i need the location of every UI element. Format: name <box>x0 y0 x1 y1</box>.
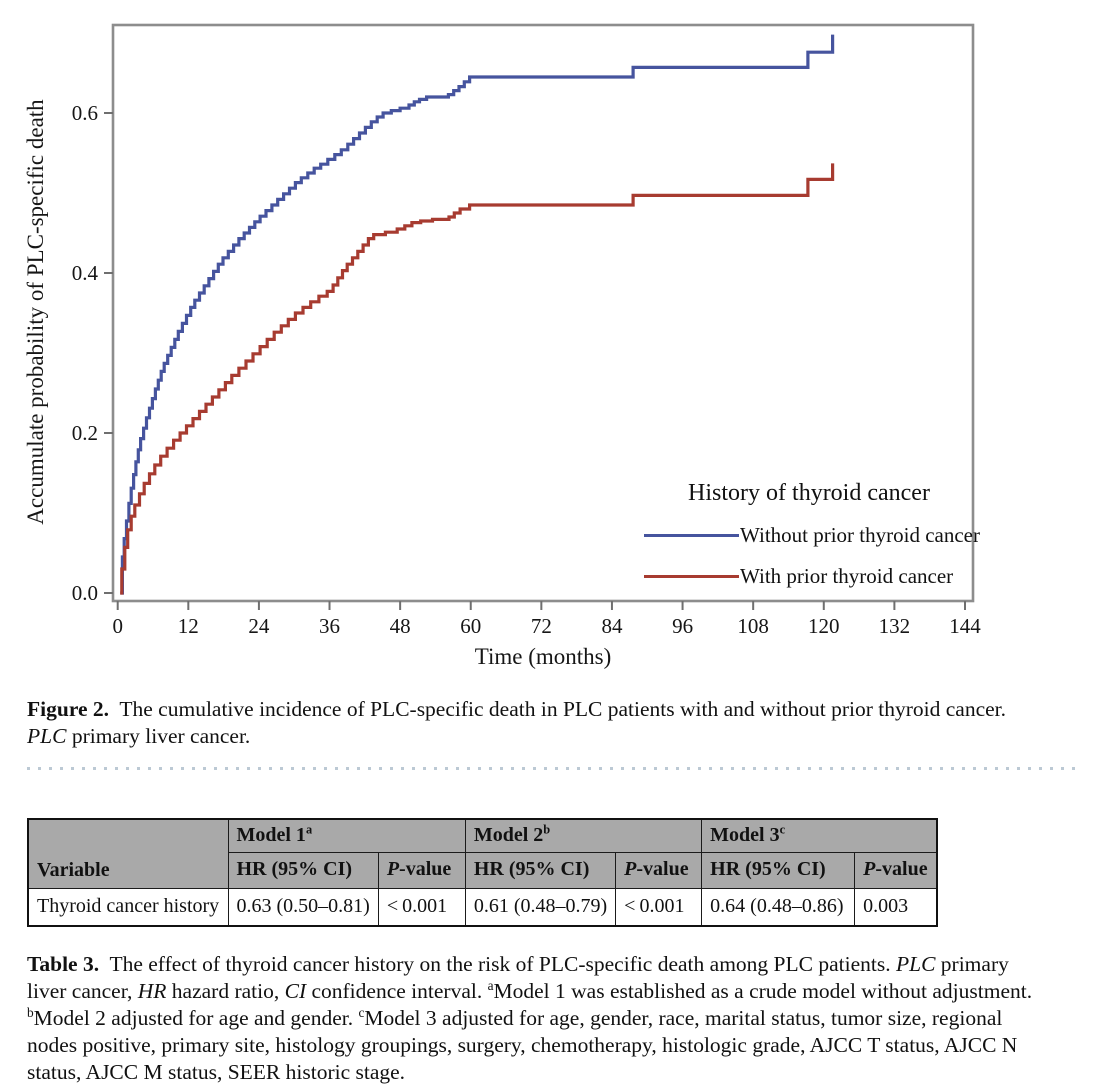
table-caption: Table 3. The effect of thyroid cancer hi… <box>27 952 1033 1085</box>
dotted-divider <box>27 767 1080 770</box>
x-tick-label: 36 <box>319 614 340 638</box>
plot-frame <box>111 23 975 603</box>
series-curve-without-prior <box>120 34 835 595</box>
x-tick-label: 144 <box>949 614 981 638</box>
y-tick-label: 0.4 <box>72 261 99 285</box>
header-hr-2: HR (95% CI) <box>464 851 617 889</box>
x-tick-label: 120 <box>808 614 840 638</box>
x-axis-title: Time (months) <box>474 644 612 669</box>
header-model-3: Model 3c <box>701 818 938 853</box>
x-tick-label: 24 <box>248 614 270 638</box>
header-p-3: P-value <box>854 851 938 889</box>
y-tick-label: 0.6 <box>72 101 98 125</box>
cell-p-model1: < 0.001 <box>377 887 466 927</box>
legend-label: Without prior thyroid cancer <box>740 523 980 547</box>
figure-caption-number: Figure 2. <box>27 697 110 721</box>
x-tick-label: 48 <box>390 614 411 638</box>
header-p-1: P-value <box>377 851 466 889</box>
header-hr-3: HR (95% CI) <box>701 851 856 889</box>
x-tick-label: 12 <box>178 614 199 638</box>
legend-item-without: Without prior thyroid cancer <box>618 515 1000 556</box>
header-model-1: Model 1a <box>227 818 466 853</box>
chart-legend: History of thyroid cancer Without prior … <box>618 480 1000 597</box>
x-tick-label: 60 <box>460 614 481 638</box>
header-model-2: Model 2b <box>464 818 703 853</box>
x-tick-label: 96 <box>672 614 693 638</box>
cell-p-model2: < 0.001 <box>615 887 703 927</box>
x-tick-label: 132 <box>879 614 911 638</box>
y-axis-title: Accumulate probability of PLC-specific d… <box>23 99 48 525</box>
legend-item-with: With prior thyroid cancer <box>618 556 1000 597</box>
legend-line-swatch-blue <box>644 534 739 537</box>
cell-variable: Thyroid cancer history <box>27 887 229 927</box>
header-hr-1: HR (95% CI) <box>227 851 379 889</box>
x-tick-label: 108 <box>737 614 769 638</box>
x-tick-label: 72 <box>531 614 552 638</box>
series-curve-with-prior <box>120 163 835 595</box>
legend-title: History of thyroid cancer <box>688 480 930 506</box>
hazard-ratio-table: Variable Model 1a Model 2b Model 3c HR (… <box>27 818 938 927</box>
table-row: Thyroid cancer history 0.63 (0.50–0.81) … <box>27 887 938 927</box>
table-caption-number: Table 3. <box>27 952 100 976</box>
header-p-2: P-value <box>615 851 703 889</box>
legend-label: With prior thyroid cancer <box>740 564 954 588</box>
cell-hr-model1: 0.63 (0.50–0.81) <box>227 887 379 927</box>
x-tick-label: 0 <box>112 614 123 638</box>
cell-hr-model3: 0.64 (0.48–0.86) <box>701 887 856 927</box>
header-variable: Variable <box>27 818 229 889</box>
figure-caption: Figure 2. The cumulative incidence of PL… <box>27 697 1007 749</box>
y-tick-label: 0.0 <box>72 581 98 605</box>
cell-hr-model2: 0.61 (0.48–0.79) <box>464 887 617 927</box>
legend-line-swatch-red <box>644 575 739 578</box>
cell-p-model3: 0.003 <box>854 887 938 927</box>
y-tick-label: 0.2 <box>72 421 98 445</box>
cumulative-incidence-chart: 0 12 24 36 48 60 72 84 96 108 120 132 144 0.0 0.2 0.4 0.… <box>72 23 981 638</box>
x-tick-label: 84 <box>601 614 623 638</box>
